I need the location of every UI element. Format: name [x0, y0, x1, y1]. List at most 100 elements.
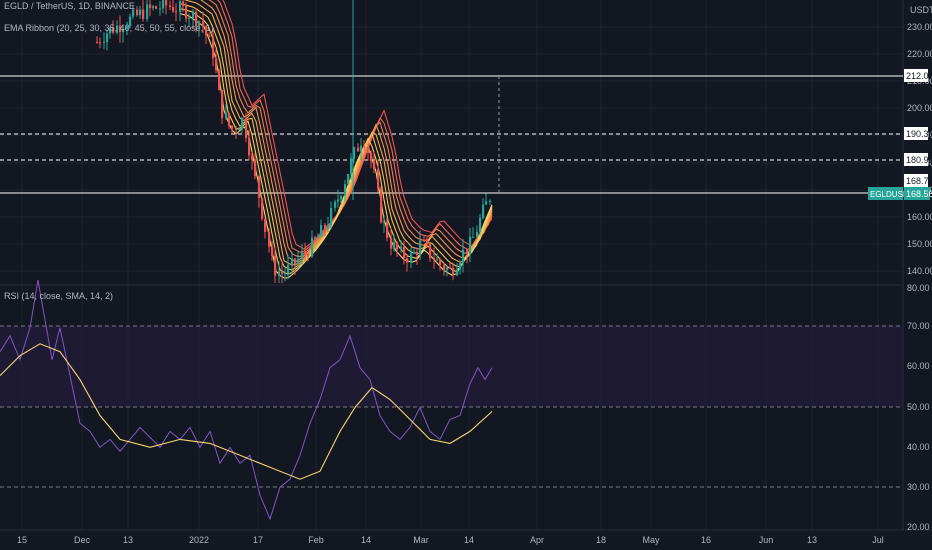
candle-body: [152, 6, 155, 9]
candle-body: [370, 152, 373, 162]
candle-body: [112, 27, 115, 33]
candle-body: [449, 267, 452, 269]
label-168-high-bg: [904, 174, 928, 187]
candle-body: [446, 267, 449, 271]
candle-body: [390, 237, 393, 249]
time-tick: 17: [253, 535, 263, 545]
time-tick: Jun: [759, 535, 774, 545]
time-axis-ticks: 15 Dec 13 2022 17 Feb 14 Mar 14 Apr 18 May 16 Jun 13 Ju…: [17, 535, 884, 545]
candle-body: [416, 251, 419, 256]
rsi-legend[interactable]: RSI (14, close, SMA, 14, 2): [4, 291, 114, 301]
candle-body: [238, 128, 241, 131]
price-axis-unit: USDT: [910, 5, 932, 15]
time-tick: Feb: [308, 535, 324, 545]
candle-body: [235, 129, 238, 131]
candle-body: [149, 4, 152, 9]
candle-body: [221, 90, 224, 119]
candle-body: [254, 159, 257, 177]
time-tick: Jul: [872, 535, 884, 545]
candle-body: [462, 249, 465, 264]
candle-body: [373, 161, 376, 170]
candle-body: [258, 176, 261, 199]
candle-body: [406, 258, 409, 263]
candle-body: [139, 9, 142, 16]
candle-body: [347, 173, 350, 185]
symbol-badge-bg: [868, 187, 903, 200]
candle-body: [396, 242, 399, 250]
candle-body: [268, 231, 271, 247]
candle-body: [419, 240, 422, 256]
candle-body: [413, 251, 416, 254]
candle-body: [344, 184, 347, 196]
candle-body: [433, 258, 436, 261]
candle-body: [179, 1, 182, 12]
candle-body: [456, 269, 459, 276]
rsi-tick: 30.00: [907, 482, 930, 492]
rsi-tick: 60.00: [907, 361, 930, 371]
candle-body: [350, 158, 353, 174]
candle-body: [386, 221, 389, 238]
label-190: 190.38: [906, 129, 932, 139]
price-tick: 220.00: [907, 49, 932, 59]
candle-body: [248, 137, 251, 156]
label-168-high: 168.71: [906, 176, 932, 186]
candle-body: [317, 236, 320, 239]
candle-body: [202, 21, 205, 27]
candle-body: [330, 207, 333, 226]
candle-body: [479, 217, 482, 233]
time-tick: 16: [701, 535, 711, 545]
candle-body: [241, 117, 244, 129]
candle-body: [353, 147, 356, 159]
candle-body: [314, 237, 317, 239]
time-tick: 13: [807, 535, 817, 545]
ema-legend[interactable]: EMA Ribbon (20, 25, 30, 35, 40, 45, 50, …: [4, 23, 214, 33]
candle-body: [192, 11, 195, 18]
candle-body: [393, 242, 396, 249]
symbol-legend[interactable]: EGLD / TetherUS, 1D, BINANCE: [4, 1, 135, 11]
candle-body: [231, 125, 234, 130]
candle-body: [383, 221, 386, 223]
candle-body: [367, 147, 370, 153]
candle-body: [215, 58, 218, 71]
candle-body: [489, 200, 492, 202]
rsi-tick: 40.00: [907, 442, 930, 452]
time-tick: Apr: [530, 535, 544, 545]
rsi-axis-ticks: 80.00 70.00 60.00 50.00 40.00 30.00 20.00: [907, 283, 930, 532]
candle-body: [436, 259, 439, 261]
candle-body: [182, 1, 185, 6]
candle-body: [198, 21, 201, 26]
candle-body: [169, 5, 172, 8]
candle-body: [472, 236, 475, 238]
time-tick: May: [642, 535, 660, 545]
candle-body: [301, 252, 304, 259]
candle-body: [264, 218, 267, 232]
symbol-badge: EGLDUSDT: [870, 190, 914, 199]
candle-body: [284, 273, 287, 275]
candles: [96, 0, 492, 284]
price-tick: 150.00: [907, 239, 932, 249]
label-181: 180.92: [906, 155, 932, 165]
candle-body: [96, 42, 99, 44]
candle-body: [126, 26, 129, 30]
candle-body: [119, 25, 122, 33]
price-tick: 160.00: [907, 212, 932, 222]
rsi-lines: [0, 279, 493, 521]
candle-body: [132, 9, 135, 17]
candle-body: [162, 0, 165, 9]
candle-body: [129, 16, 132, 27]
candle-body: [363, 145, 366, 148]
candle-body: [459, 263, 462, 270]
candle-body: [159, 8, 162, 10]
candle-body: [443, 265, 446, 271]
time-tick: 14: [361, 535, 371, 545]
label-212: 212.03: [906, 71, 932, 81]
last-price-bg: [904, 187, 930, 200]
candle-body: [175, 11, 178, 13]
candle-body: [304, 252, 307, 254]
label-190-bg: [904, 127, 928, 140]
time-tick: 15: [17, 535, 27, 545]
label-181-bg: [904, 153, 928, 166]
candle-body: [400, 246, 403, 250]
